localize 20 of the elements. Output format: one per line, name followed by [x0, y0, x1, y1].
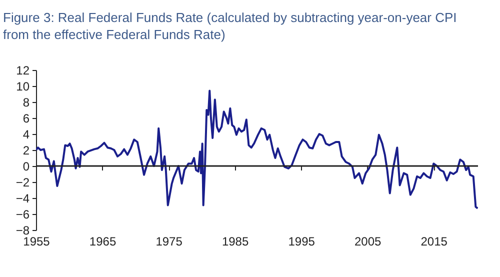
line-series [36, 90, 478, 210]
y-tick-label: −8 [16, 224, 30, 238]
x-tick-label: 1995 [288, 234, 316, 248]
y-tick-label: −2 [16, 176, 30, 190]
x-tick-label: 2015 [420, 234, 448, 248]
y-tick-label: 12 [16, 64, 30, 78]
y-tick-label: 6 [22, 112, 30, 126]
x-tick-label: 1985 [222, 234, 249, 248]
y-tick-label: 8 [22, 96, 30, 110]
x-tick-label: 2005 [354, 234, 382, 248]
y-tick-label: 2 [22, 144, 30, 158]
x-tick-label: 1965 [89, 234, 116, 248]
y-tick-label: 0 [22, 160, 30, 174]
x-tick-label: 1975 [156, 234, 183, 248]
y-tick-label: −6 [16, 208, 30, 222]
y-tick-label: 10 [16, 80, 30, 94]
x-tick-label: 1955 [23, 234, 50, 248]
chart-title: Figure 3: Real Federal Funds Rate (calculated by subtracting year-on-year CPI from the effective Federal Funds Rate) [3, 10, 457, 42]
y-tick-label: −4 [16, 192, 30, 206]
y-tick-label: 4 [22, 128, 30, 142]
